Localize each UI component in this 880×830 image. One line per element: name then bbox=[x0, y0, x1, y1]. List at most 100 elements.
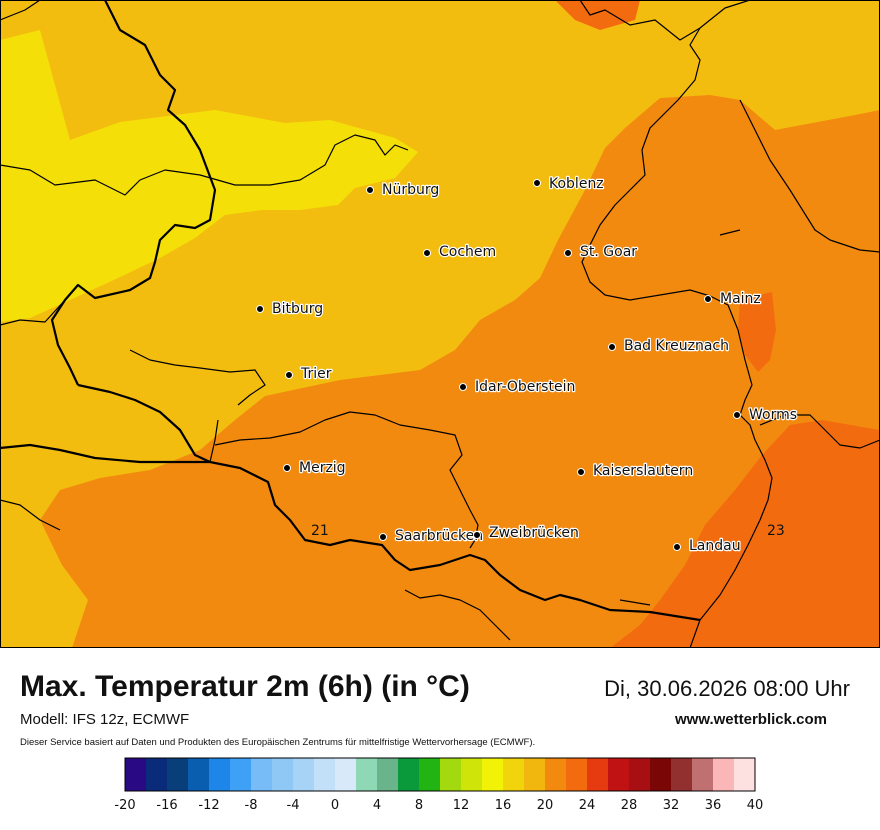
city-label: Mainz bbox=[720, 291, 761, 307]
city-label: Landau bbox=[689, 538, 741, 554]
city-label: Saarbrücken bbox=[395, 528, 483, 544]
legend-swatch bbox=[356, 758, 378, 791]
city-bitburg: Bitburg bbox=[256, 300, 324, 318]
temperature-band-22-24-rhine bbox=[738, 292, 776, 372]
city-cochem: Cochem bbox=[423, 243, 497, 261]
legend-swatch bbox=[335, 758, 357, 791]
temperature-map: 21 23 Nürburg Koblenz Cochem St. Goar Ma… bbox=[0, 0, 880, 648]
city-koblenz: Koblenz bbox=[533, 175, 605, 193]
legend-tick-label: 4 bbox=[373, 798, 381, 813]
city-kaiserslautern: Kaiserslautern bbox=[577, 462, 694, 480]
legend-swatch bbox=[251, 758, 273, 791]
country-borders bbox=[0, 0, 701, 622]
city-label: Zweibrücken bbox=[489, 525, 579, 541]
city-marker bbox=[473, 531, 481, 539]
state-borders bbox=[0, 0, 880, 648]
city-label: Bitburg bbox=[272, 301, 323, 317]
info-panel: Max. Temperatur 2m (6h) (in °C) Di, 30.0… bbox=[0, 648, 880, 830]
legend-tick-label: 40 bbox=[747, 798, 764, 813]
website-link[interactable]: www.wetterblick.com bbox=[675, 711, 827, 728]
city-label: Cochem bbox=[439, 244, 496, 260]
legend-frame bbox=[124, 757, 756, 792]
legend-swatch bbox=[230, 758, 252, 791]
legend-swatch bbox=[734, 758, 756, 791]
legend-swatch bbox=[692, 758, 714, 791]
legend-tick-label: 12 bbox=[453, 798, 470, 813]
legend-tick-label: -12 bbox=[198, 798, 219, 813]
city-marker bbox=[256, 305, 264, 313]
legend-tick-label: -8 bbox=[245, 798, 258, 813]
legend-swatch bbox=[125, 758, 147, 791]
city-worms: Worms bbox=[733, 406, 798, 424]
legend-tick-label: -16 bbox=[156, 798, 177, 813]
city-label: Koblenz bbox=[549, 176, 604, 192]
legend-swatch bbox=[440, 758, 462, 791]
city-label: Worms bbox=[749, 407, 797, 423]
legend-tick-label: 8 bbox=[415, 798, 423, 813]
city-marker bbox=[733, 411, 741, 419]
city-idar-oberstein: Idar-Oberstein bbox=[459, 378, 577, 396]
city-label: St. Goar bbox=[580, 244, 637, 260]
legend-swatch bbox=[482, 758, 504, 791]
city-marker bbox=[366, 186, 374, 194]
legend-swatch bbox=[188, 758, 210, 791]
legend-ticks: -20 -16 -12 -8 -4 0 4 8 12 16 20 24 28 32 36 40 bbox=[114, 798, 763, 813]
city-marker bbox=[673, 543, 681, 551]
city-saarbruecken: Saarbrücken bbox=[379, 527, 484, 545]
legend-swatch bbox=[209, 758, 231, 791]
legend-tick-label: 36 bbox=[705, 798, 722, 813]
city-marker bbox=[283, 464, 291, 472]
forecast-datetime: Di, 30.06.2026 08:00 Uhr bbox=[604, 676, 850, 701]
legend-swatch bbox=[566, 758, 588, 791]
city-label: Nürburg bbox=[382, 182, 439, 198]
city-marker bbox=[459, 383, 467, 391]
city-landau: Landau bbox=[673, 537, 742, 555]
legend-swatch bbox=[461, 758, 483, 791]
legend-tick-label: 20 bbox=[537, 798, 554, 813]
city-zweibruecken: Zweibrücken bbox=[473, 524, 580, 542]
legend-swatch bbox=[587, 758, 609, 791]
legend-swatch bbox=[377, 758, 399, 791]
city-merzig: Merzig bbox=[283, 459, 347, 477]
legend-swatch bbox=[146, 758, 168, 791]
city-label: Idar-Oberstein bbox=[475, 379, 575, 395]
city-label: Merzig bbox=[299, 460, 346, 476]
temperature-band-22-24-east bbox=[555, 0, 640, 30]
city-marker bbox=[423, 249, 431, 257]
legend-swatch bbox=[713, 758, 735, 791]
model-info: Modell: IFS 12z, ECMWF bbox=[20, 711, 190, 728]
legend-swatch bbox=[671, 758, 693, 791]
legend-swatch bbox=[608, 758, 630, 791]
city-marker bbox=[564, 249, 572, 257]
city-label: Bad Kreuznach bbox=[624, 338, 729, 354]
legend-swatches bbox=[125, 758, 756, 791]
legend-swatch bbox=[293, 758, 315, 791]
city-label: Trier bbox=[300, 366, 332, 382]
city-st-goar: St. Goar bbox=[564, 243, 638, 261]
city-marker bbox=[533, 179, 541, 187]
legend-tick-label: 28 bbox=[621, 798, 638, 813]
legend-swatch bbox=[650, 758, 672, 791]
legend-tick-label: -4 bbox=[287, 798, 300, 813]
legend-swatch bbox=[524, 758, 546, 791]
temperature-band-20-22 bbox=[40, 95, 880, 648]
city-marker bbox=[577, 468, 585, 476]
map-title: Max. Temperatur 2m (6h) (in °C) bbox=[20, 670, 470, 703]
city-label: Kaiserslautern bbox=[593, 463, 693, 479]
legend-swatch bbox=[545, 758, 567, 791]
legend-tick-label: 24 bbox=[579, 798, 596, 813]
legend-swatch bbox=[419, 758, 441, 791]
legend-swatch bbox=[272, 758, 294, 791]
legend-tick-label: 0 bbox=[331, 798, 339, 813]
temperature-band-22-24 bbox=[610, 420, 880, 648]
city-nuerburg: Nürburg bbox=[366, 181, 440, 199]
legend-swatch bbox=[629, 758, 651, 791]
city-trier: Trier bbox=[285, 365, 333, 383]
city-bad-kreuznach: Bad Kreuznach bbox=[608, 337, 730, 355]
city-mainz: Mainz bbox=[704, 290, 762, 308]
legend-swatch bbox=[167, 758, 189, 791]
city-marker bbox=[379, 533, 387, 541]
legend-swatch bbox=[503, 758, 525, 791]
legend-tick-label: -20 bbox=[114, 798, 135, 813]
city-marker bbox=[608, 343, 616, 351]
